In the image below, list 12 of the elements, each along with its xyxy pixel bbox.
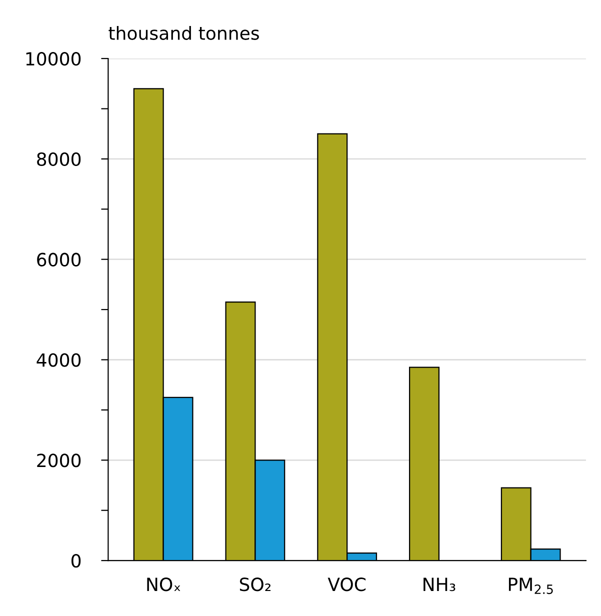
y-tick-label: 2000	[37, 454, 81, 468]
y-tick-label: 6000	[37, 252, 81, 266]
x-tick-label: NH₃	[424, 578, 456, 592]
x-tick-label: SO₂	[240, 578, 271, 592]
y-tick-label: 4000	[36, 353, 81, 367]
x-tick-label: VOC	[328, 578, 366, 592]
y-tick-label: 0	[71, 554, 81, 568]
x-tick-label: NOₓ	[147, 578, 180, 592]
y-tick-label: 10000	[26, 52, 81, 66]
y-axis-title: thousand tonnes	[108, 26, 259, 40]
y-tick-label: 8000	[37, 152, 81, 166]
x-tick-label: PM$_{2.5}$	[508, 578, 553, 594]
